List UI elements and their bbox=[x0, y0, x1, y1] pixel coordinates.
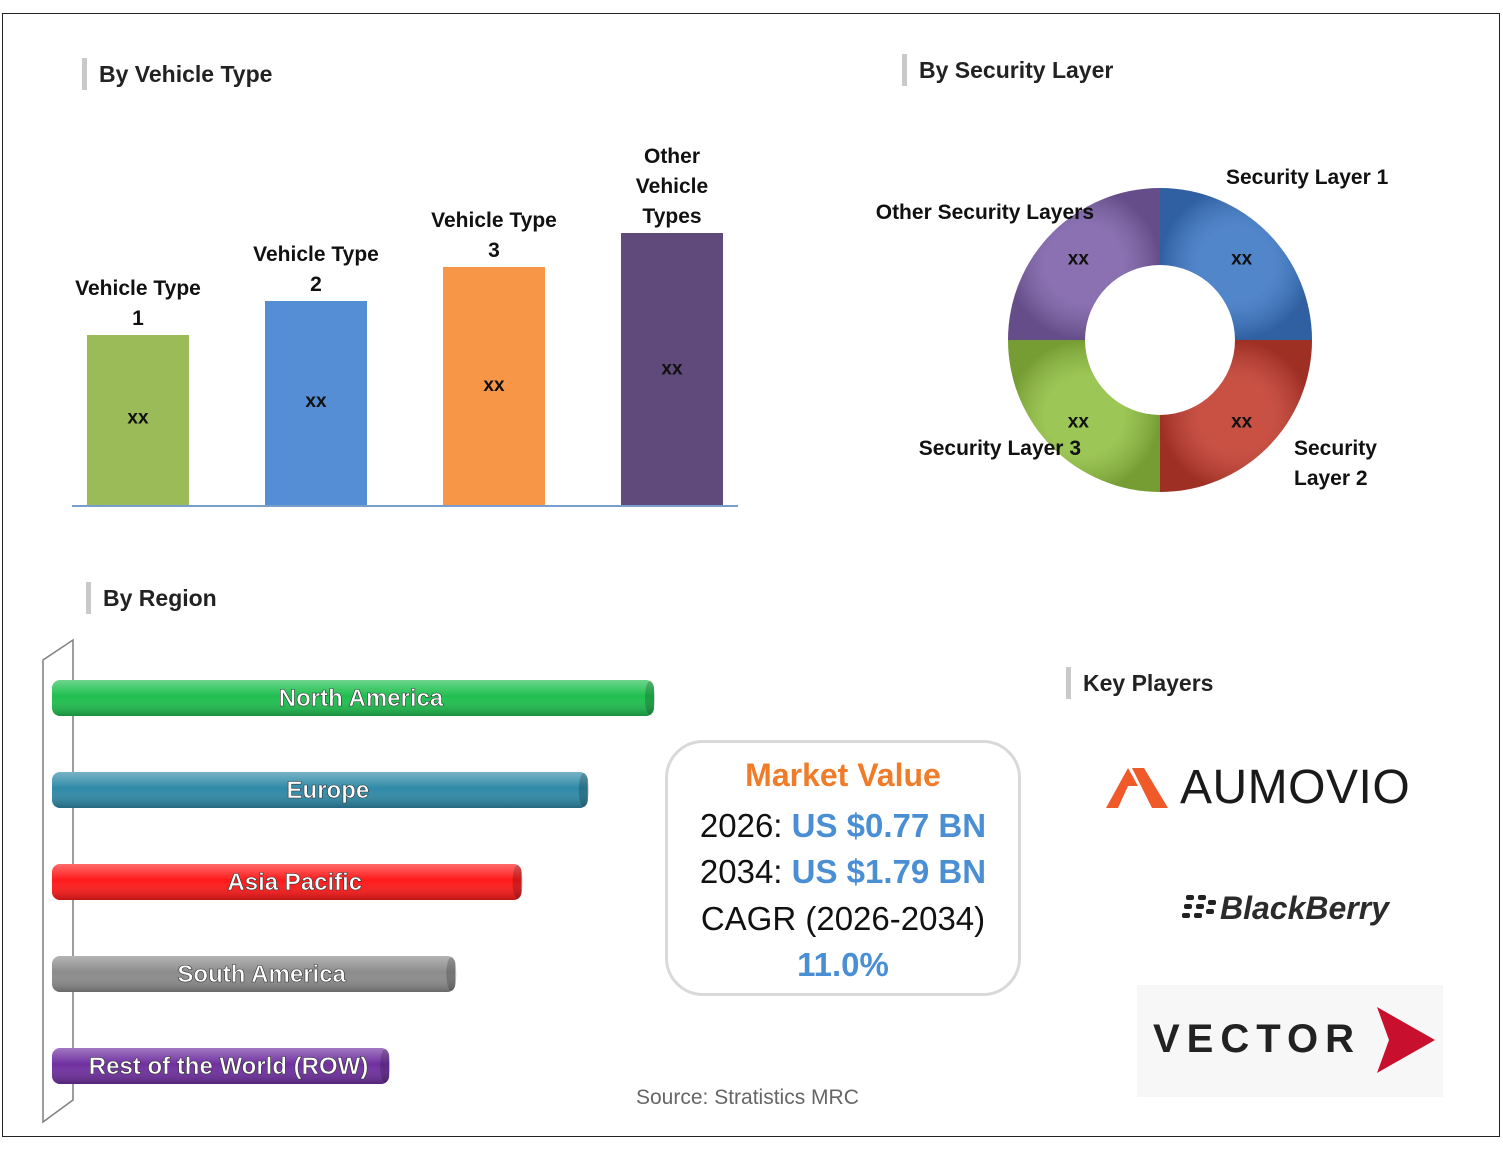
vehicle-bar-label-4: Other bbox=[644, 145, 700, 168]
vector-wordmark: VECTOR bbox=[1153, 1017, 1361, 1061]
vehicle-bar-label-2: Vehicle Type bbox=[253, 243, 379, 266]
blackberry-logo: BlackBerry bbox=[1180, 888, 1410, 932]
donut-slice-label-1: Security Layer 1 bbox=[1226, 166, 1389, 189]
market-value-title: Market Value bbox=[745, 757, 941, 793]
vehicle-bar-label-2: 2 bbox=[310, 273, 322, 296]
region-bar-cap-4 bbox=[446, 957, 457, 991]
aumovio-logo: AUMOVIO bbox=[1106, 760, 1446, 814]
region-bar-label-1: North America bbox=[279, 685, 444, 712]
infographic-frame bbox=[2, 13, 1500, 1137]
vehicle-bar-3 bbox=[443, 267, 545, 505]
region-bar-label-2: Europe bbox=[287, 777, 370, 804]
donut-slice-value-3: xx bbox=[1068, 412, 1090, 433]
region-bar-shade-3 bbox=[52, 864, 522, 900]
region-bar-label-3: Asia Pacific bbox=[227, 869, 362, 896]
section-title-security-layer: By Security Layer bbox=[902, 54, 1113, 86]
vehicle-bar-value-1: xx bbox=[127, 407, 149, 428]
vehicle-bar-label-4: Vehicle bbox=[636, 175, 708, 198]
blackberry-wordmark: BlackBerry bbox=[1220, 890, 1389, 926]
blackberry-mark-icon bbox=[1182, 895, 1216, 918]
market-2034-line: 2034: US $1.79 BN bbox=[668, 853, 1018, 891]
region-bar-label-5: Rest of the World (ROW) bbox=[89, 1053, 369, 1080]
vehicle-bar-label-4: Types bbox=[642, 205, 701, 228]
donut-slice-label-4: Other Security Layers bbox=[876, 201, 1094, 224]
vector-logo: VECTOR bbox=[1137, 985, 1443, 1097]
region-bar-shade-2 bbox=[52, 772, 588, 808]
donut-slice-label-2: Layer 2 bbox=[1294, 467, 1368, 490]
aumovio-mark-icon bbox=[1106, 768, 1168, 808]
region-bar-shade-4 bbox=[52, 956, 456, 992]
vehicle-bar-value-3: xx bbox=[483, 375, 505, 396]
section-title-key-players: Key Players bbox=[1066, 667, 1213, 699]
region-bar-cap-2 bbox=[578, 773, 589, 807]
vehicle-bar-label-3: 3 bbox=[488, 239, 500, 262]
donut-slice-value-2: xx bbox=[1231, 412, 1253, 433]
cagr-value: 11.0% bbox=[797, 946, 889, 983]
region-bar-cap-1 bbox=[645, 681, 655, 715]
region-bar-cap-5 bbox=[380, 1049, 391, 1083]
market-value-card: Market Value 2026: US $0.77 BN 2034: US … bbox=[665, 740, 1021, 996]
market-2026-value: US $0.77 BN bbox=[791, 807, 987, 844]
donut-slice-label-3: Security Layer 3 bbox=[919, 437, 1081, 460]
region-bar-label-4: South America bbox=[177, 961, 346, 988]
region-bar-shade-5 bbox=[52, 1048, 390, 1084]
vehicle-bar-2 bbox=[265, 301, 367, 505]
market-2034-value: US $1.79 BN bbox=[791, 853, 987, 890]
market-2034-label: 2034: bbox=[699, 853, 783, 890]
donut-slice-value-4: xx bbox=[1068, 248, 1090, 269]
vehicle-bar-label-1: Vehicle Type bbox=[75, 277, 201, 300]
market-2026-label: 2026: bbox=[699, 807, 783, 844]
vector-chevron-icon bbox=[1377, 1007, 1435, 1073]
donut-slice-value-1: xx bbox=[1231, 248, 1253, 269]
aumovio-wordmark: AUMOVIO bbox=[1180, 761, 1411, 814]
donut-slice-shade-4 bbox=[1008, 188, 1160, 340]
section-title-region: By Region bbox=[86, 582, 217, 614]
donut-slice-shade-2 bbox=[1160, 340, 1312, 492]
vehicle-bar-value-4: xx bbox=[661, 358, 683, 379]
region-bar-cap-3 bbox=[512, 865, 523, 899]
cagr-label: CAGR (2026-2034) bbox=[700, 900, 986, 937]
vehicle-bar-value-2: xx bbox=[305, 391, 327, 412]
vehicle-bar-label-1: 1 bbox=[132, 307, 144, 330]
vehicle-bar-4 bbox=[621, 233, 723, 505]
donut-slice-shade-1 bbox=[1160, 188, 1312, 340]
region-bar-shade-1 bbox=[52, 680, 654, 716]
source-note: Source: Stratistics MRC bbox=[636, 1086, 859, 1109]
vehicle-bar-label-3: Vehicle Type bbox=[431, 209, 557, 232]
section-title-vehicle-type: By Vehicle Type bbox=[82, 58, 272, 90]
donut-slice-label-2: Security bbox=[1294, 437, 1377, 460]
vehicle-bar-1 bbox=[87, 335, 189, 505]
donut-slice-shade-3 bbox=[1008, 340, 1160, 492]
market-2026-line: 2026: US $0.77 BN bbox=[668, 807, 1018, 845]
